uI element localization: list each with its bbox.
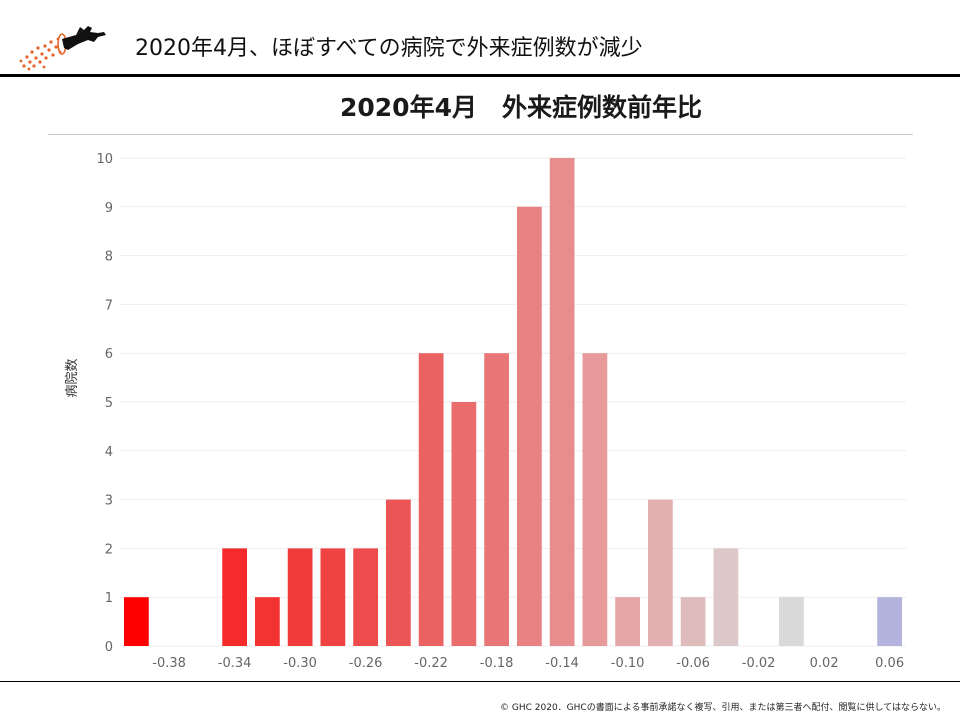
y-tick-label: 0: [105, 640, 113, 655]
histogram-bar: [287, 548, 313, 646]
y-tick-label: 6: [105, 347, 113, 362]
x-tick-label: 0.06: [875, 656, 904, 671]
x-tick-label: -0.22: [414, 656, 448, 671]
y-tick-label: 9: [105, 201, 113, 216]
slide-header: 2020年4月、ほぼすべての病院で外来症例数が減少: [0, 0, 960, 78]
histogram-bar: [877, 597, 902, 646]
histogram-bar: [549, 158, 575, 646]
x-tick-label: -0.26: [349, 656, 383, 671]
histogram-bar: [517, 206, 542, 647]
histogram-bar: [484, 353, 509, 646]
y-tick-labels: 0 1 2 3 4 5 6 7 8 9 10: [96, 152, 113, 655]
x-tick-label: -0.30: [283, 656, 317, 671]
x-tick-label: -0.10: [611, 656, 645, 671]
y-tick-label: 7: [105, 298, 113, 313]
x-tick-labels: -0.38 -0.34 -0.30 -0.26 -0.22 -0.18 -0.14 -0.10…: [152, 656, 904, 671]
grid-lines: [120, 157, 906, 647]
y-tick-label: 5: [105, 396, 113, 411]
y-tick-label: 8: [105, 250, 113, 265]
bars: [124, 158, 902, 647]
y-axis-label: 病院数: [65, 358, 80, 397]
hound-logo-icon: [19, 26, 106, 71]
x-tick-label: 0.02: [810, 656, 839, 671]
y-tick-label: 2: [105, 542, 113, 557]
header-rule: [0, 74, 960, 77]
x-tick-label: -0.38: [152, 656, 186, 671]
x-tick-label: -0.18: [480, 656, 514, 671]
histogram-bar: [124, 597, 149, 646]
histogram-bar: [648, 499, 673, 646]
histogram-bar: [320, 548, 346, 646]
x-tick-label: -0.02: [742, 656, 776, 671]
histogram-bar: [582, 353, 608, 646]
copyright-notice: © GHC 2020．GHCの書面による事前承諾なく複写、引用、または第三者へ配…: [500, 703, 946, 713]
histogram-bar: [386, 499, 411, 646]
histogram-bar: [713, 548, 739, 646]
y-tick-label: 1: [105, 591, 113, 606]
y-tick-label: 3: [105, 494, 113, 509]
y-tick-label: 10: [96, 152, 113, 167]
histogram-bar: [779, 597, 804, 646]
x-tick-label: -0.06: [676, 656, 710, 671]
title-rule: [48, 134, 913, 135]
histogram-bar: [680, 597, 706, 646]
histogram-bar: [418, 353, 444, 646]
histogram-bar: [353, 548, 378, 646]
histogram-bar: [615, 597, 640, 646]
histogram-bar: [222, 548, 247, 646]
histogram-bar: [255, 597, 280, 646]
chart-title: 2020年4月 外来症例数前年比: [340, 93, 702, 122]
y-tick-label: 4: [105, 445, 113, 460]
x-tick-label: -0.14: [545, 656, 579, 671]
histogram-bar: [451, 402, 477, 646]
footer-rule: [0, 681, 960, 682]
slide-title: 2020年4月、ほぼすべての病院で外来症例数が減少: [135, 36, 643, 61]
x-tick-label: -0.34: [218, 656, 252, 671]
